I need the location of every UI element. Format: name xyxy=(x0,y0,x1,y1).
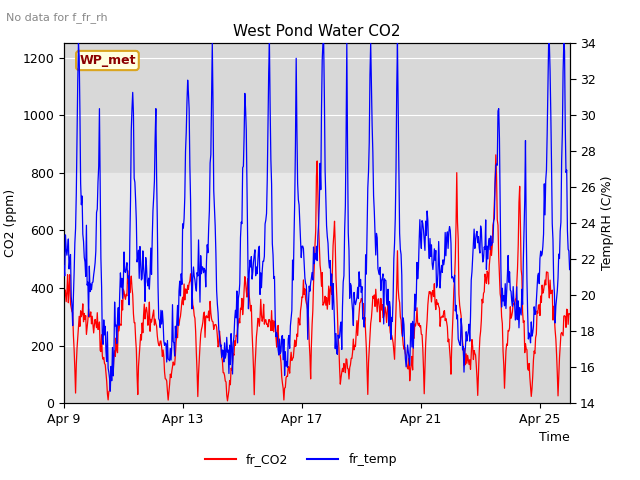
Y-axis label: CO2 (ppm): CO2 (ppm) xyxy=(4,189,17,257)
Text: No data for f_fr_rh: No data for f_fr_rh xyxy=(6,12,108,23)
Text: WP_met: WP_met xyxy=(79,54,136,67)
Bar xyxy=(64,173,570,346)
X-axis label: Time: Time xyxy=(539,432,570,444)
Legend: fr_CO2, fr_temp: fr_CO2, fr_temp xyxy=(200,448,402,471)
Y-axis label: Temp/RH (C/%): Temp/RH (C/%) xyxy=(602,176,614,270)
Title: West Pond Water CO2: West Pond Water CO2 xyxy=(233,24,401,39)
